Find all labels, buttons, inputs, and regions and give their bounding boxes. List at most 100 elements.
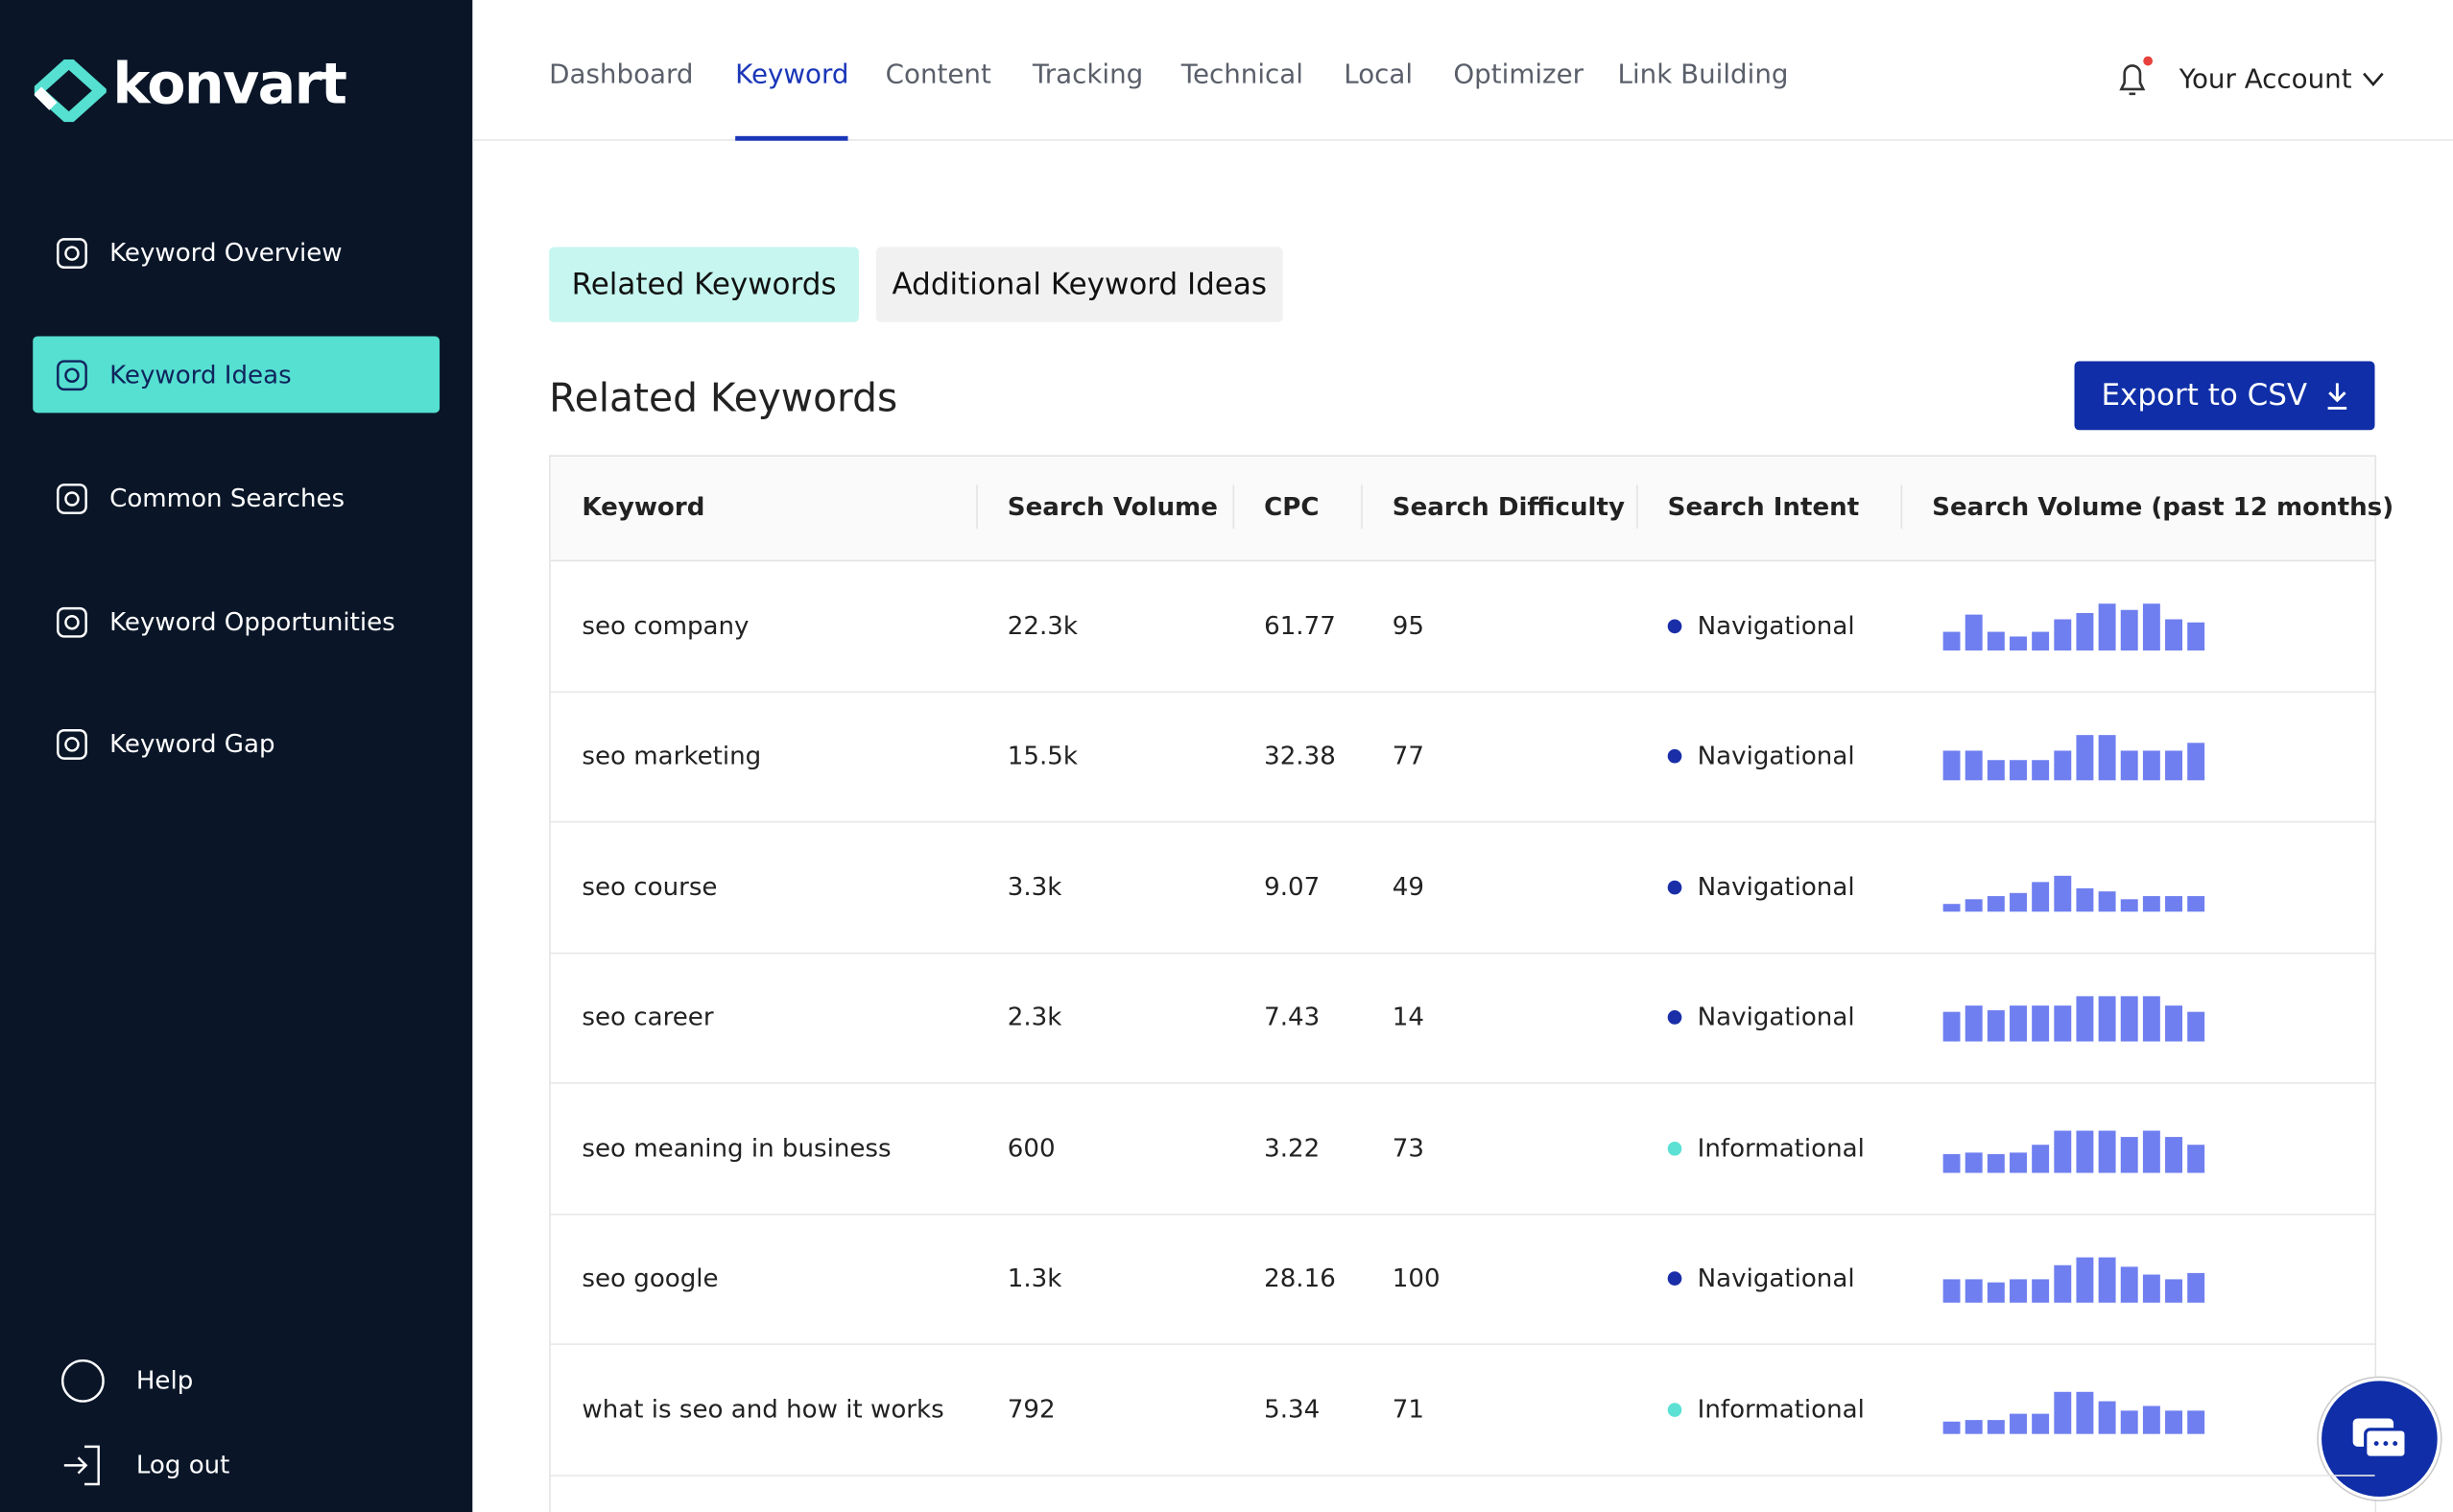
table-cell: seo google: [582, 1263, 719, 1293]
bell-icon[interactable]: [2112, 56, 2159, 101]
section-heading: Related Keywords: [549, 375, 898, 421]
sparkline-bar: [1942, 1279, 1961, 1304]
sidebar-item[interactable]: Keyword Overview: [33, 214, 440, 291]
chat-button[interactable]: [2318, 1378, 2441, 1500]
sparkline: [1942, 875, 2205, 911]
sparkline-bar: [2165, 750, 2182, 781]
table-cell: 28.16: [1264, 1263, 1336, 1293]
sparkline-bar: [2098, 1258, 2116, 1304]
sparkline-bar: [2010, 1151, 2027, 1173]
column-header: Search Volume (past 12 months): [1932, 491, 2394, 522]
brand: konvart: [112, 53, 347, 118]
table-cell: 32.38: [1264, 741, 1336, 771]
sparkline-bar: [1942, 903, 1961, 911]
nav-item[interactable]: Content: [885, 59, 991, 91]
table-cell: 100: [1392, 1263, 1441, 1293]
column-header: CPC: [1264, 491, 1320, 522]
sparkline-bar: [2054, 1265, 2072, 1304]
table-cell: 792: [1007, 1393, 1056, 1424]
table-cell: Informational: [1697, 1132, 1865, 1163]
sidebar-footer-item[interactable]: Log out: [60, 1427, 466, 1503]
account-menu[interactable]: Your Account: [2179, 64, 2386, 95]
sparkline-bar: [1965, 1279, 1983, 1304]
chevron: [2362, 72, 2384, 87]
sparkline-bar: [2120, 750, 2138, 781]
icon-shape: [64, 366, 80, 383]
table-cell: 9.07: [1264, 871, 1321, 902]
column-divider: [1232, 484, 1235, 529]
column-header: Search Volume: [1007, 491, 1218, 522]
export-button[interactable]: Export to CSV: [2074, 361, 2375, 431]
sparkline-bar: [2098, 996, 2116, 1043]
sparkline-bar: [2187, 1409, 2205, 1434]
sparkline-bar: [2120, 898, 2138, 911]
sparkline-bar: [1987, 1283, 2005, 1304]
sidebar-label: Keyword Ideas: [109, 359, 292, 390]
sidebar-item[interactable]: Keyword Ideas: [33, 336, 441, 413]
sidebar-icon: [57, 483, 87, 514]
sidebar-item[interactable]: Keyword Gap: [33, 705, 440, 782]
icon-shape: [57, 359, 87, 390]
sparkline-bar: [2120, 609, 2138, 650]
export-label: Export to CSV: [2101, 378, 2308, 413]
sidebar-item[interactable]: Common Searches: [33, 460, 440, 536]
sidebar-label: Keyword Overview: [109, 237, 343, 268]
column-header: Search Difficulty: [1392, 491, 1625, 522]
column-header: Keyword: [582, 491, 705, 522]
sparkline-bar: [2076, 887, 2094, 911]
sparkline-bar: [2076, 1258, 2094, 1304]
row-divider: [550, 1474, 2375, 1476]
column-divider: [1361, 484, 1363, 529]
table-cell: seo marketing: [582, 741, 762, 771]
sparkline-bar: [2032, 881, 2050, 911]
chat-icon: [2352, 1418, 2408, 1459]
nav-item[interactable]: Technical: [1180, 59, 1303, 91]
sidebar-footer-item[interactable]: Help: [60, 1342, 466, 1419]
tab[interactable]: Related Keywords: [549, 247, 859, 322]
sparkline-bar: [1987, 760, 2005, 781]
sparkline-bar: [2010, 892, 2027, 911]
sparkline-bar: [1942, 1421, 1961, 1434]
table-cell: Navigational: [1697, 1002, 1855, 1032]
sparkline-bar: [2142, 1406, 2160, 1434]
nav-item[interactable]: Local: [1344, 59, 1414, 91]
nav-item[interactable]: Keyword: [735, 59, 849, 91]
sparkline-bar: [1965, 1005, 1983, 1043]
intent-dot: [1667, 1141, 1682, 1156]
intent-dot: [1667, 749, 1682, 764]
nav-item[interactable]: Dashboard: [549, 59, 694, 91]
sparkline-bar: [2142, 1274, 2160, 1304]
sparkline-bar: [2054, 875, 2072, 911]
sparkline-bar: [2165, 1279, 2182, 1304]
icon-shape: [64, 614, 80, 629]
sparkline-bar: [2098, 735, 2116, 781]
sparkline: [1942, 1391, 2205, 1434]
sparkline-bar: [1965, 750, 1983, 781]
sidebar-item[interactable]: Keyword Opportunities: [33, 583, 440, 660]
table-cell: 2.3k: [1007, 1002, 1062, 1032]
sparkline-bar: [2010, 1279, 2027, 1304]
sparkline-bar: [2010, 1413, 2027, 1434]
sparkline-bar: [1965, 1419, 1983, 1434]
footer-icon: [60, 1358, 105, 1402]
row-divider: [550, 1213, 2375, 1215]
row-divider: [550, 1343, 2375, 1345]
nav-underline: [735, 135, 848, 141]
tab[interactable]: Additional Keyword Ideas: [875, 247, 1283, 322]
table-cell: 7.43: [1264, 1002, 1321, 1032]
intent-dot: [1667, 1402, 1682, 1417]
nav-item[interactable]: Optimizer: [1453, 59, 1584, 91]
sparkline-bar: [2120, 996, 2138, 1043]
sparkline-bar: [1965, 614, 1983, 650]
icon-shape: [60, 1358, 105, 1402]
row-divider: [550, 690, 2375, 693]
row-divider: [550, 820, 2375, 823]
sparkline-bar: [2165, 619, 2182, 650]
nav-item[interactable]: Tracking: [1032, 59, 1144, 91]
nav-item[interactable]: Link Building: [1617, 59, 1789, 91]
sparkline-bar: [2120, 1409, 2138, 1434]
sparkline-bar: [2076, 1391, 2094, 1434]
table-cell: Navigational: [1697, 610, 1855, 641]
table-cell: what is seo and how it works: [582, 1393, 944, 1424]
